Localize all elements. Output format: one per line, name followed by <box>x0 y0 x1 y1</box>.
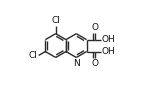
Text: Cl: Cl <box>29 51 38 60</box>
Text: OH: OH <box>102 47 115 56</box>
Text: OH: OH <box>102 35 115 44</box>
Text: N: N <box>73 59 80 68</box>
Text: O: O <box>91 23 98 32</box>
Text: O: O <box>91 59 98 68</box>
Text: Cl: Cl <box>51 16 60 25</box>
